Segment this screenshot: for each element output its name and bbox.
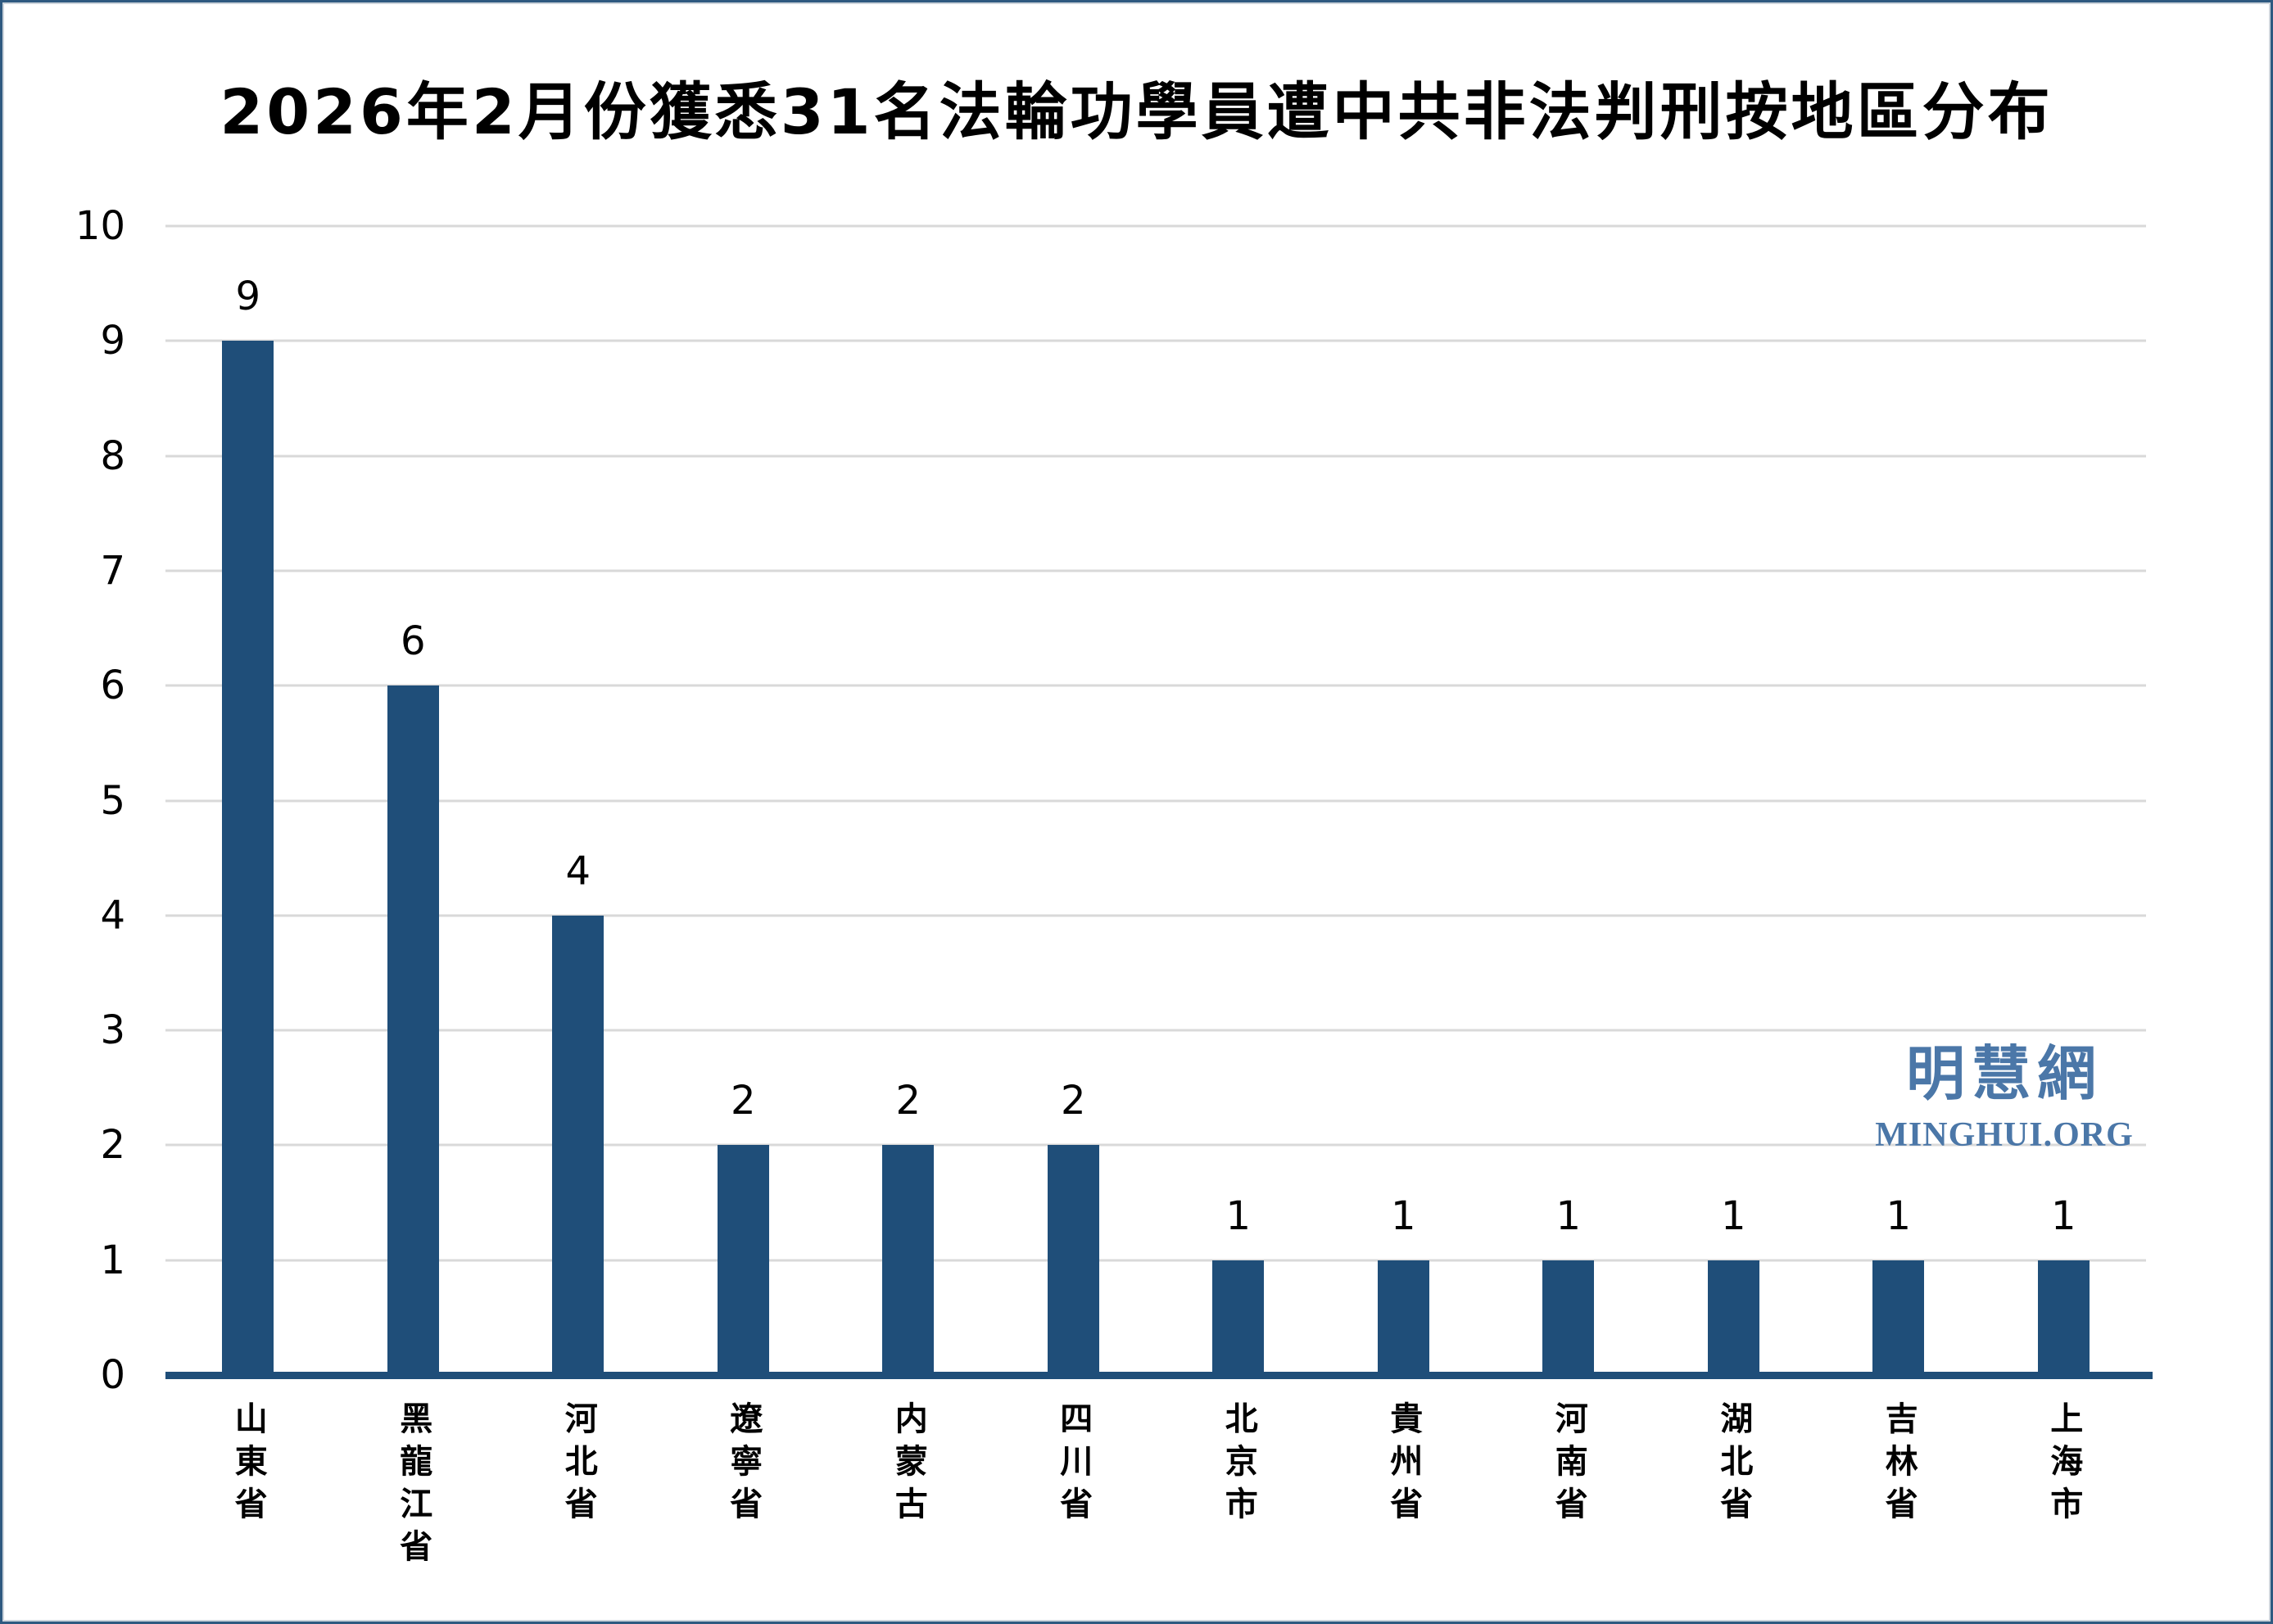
- x-category-cell: 河南省: [1486, 1401, 1651, 1572]
- x-category-label-黑龍江省: 黑龍江省: [394, 1401, 432, 1572]
- gridline-y-10: [165, 224, 2146, 228]
- bar-value-label: 1: [1390, 1192, 1416, 1239]
- y-tick-label-0: 0: [100, 1352, 125, 1398]
- chart-title: 2026年2月份獲悉31名法輪功學員遭中共非法判刑按地區分布: [220, 75, 2053, 148]
- x-category-label-内蒙古: 内蒙古: [889, 1401, 927, 1529]
- bar-value-label: 6: [400, 618, 426, 665]
- y-tick-label-2: 2: [100, 1122, 125, 1169]
- y-tick-label-6: 6: [100, 663, 125, 709]
- x-category-label-四川省: 四川省: [1054, 1401, 1093, 1529]
- bar: [387, 685, 439, 1375]
- x-category-cell: 上海市: [1981, 1401, 2147, 1572]
- x-category-cell: 遼寧省: [661, 1401, 826, 1572]
- x-category-cell: 黑龍江省: [331, 1401, 496, 1572]
- bar: [882, 1145, 935, 1375]
- gridline-y-8: [165, 455, 2146, 458]
- gridline-y-7: [165, 569, 2146, 572]
- bar-column-黑龍江省: 6: [331, 226, 496, 1375]
- x-axis-category-labels: 山東省 黑龍江省 河北省 遼寧省 内蒙古 四川省 北京市 貴州省 河南省 湖北省 吉林省 上海市: [165, 1401, 2146, 1572]
- x-category-label-遼寧省: 遼寧省: [724, 1401, 763, 1529]
- gridlines: [165, 224, 2146, 1375]
- y-tick-label-1: 1: [100, 1237, 125, 1283]
- bar-plot-area: 9 6 4 2 2 2 1 1 1 1 1 1: [165, 226, 2146, 1375]
- bar-column-北京市: 1: [1156, 226, 1321, 1375]
- watermark: 明慧網 MINGHUI.ORG: [1841, 1044, 2168, 1152]
- bar-value-label: 9: [235, 274, 261, 320]
- bar-column-内蒙古: 2: [826, 226, 991, 1375]
- gridline-y-2: [165, 1143, 2146, 1147]
- bar-column-吉林省: 1: [1816, 226, 1981, 1375]
- bar: [552, 915, 604, 1375]
- bar-column-上海市: 1: [1981, 226, 2147, 1375]
- x-category-label-河北省: 河北省: [559, 1401, 597, 1529]
- x-category-cell: 貴州省: [1321, 1401, 1487, 1572]
- bar-value-label: 2: [895, 1078, 921, 1124]
- bar-value-label: 1: [2050, 1192, 2076, 1239]
- bar: [222, 341, 274, 1375]
- bar-value-label: 1: [1720, 1192, 1746, 1239]
- bar-column-湖北省: 1: [1651, 226, 1817, 1375]
- x-category-label-河南省: 河南省: [1549, 1401, 1587, 1529]
- gridline-y-6: [165, 684, 2146, 687]
- bar: [717, 1145, 769, 1375]
- bar: [1707, 1260, 1759, 1375]
- bar: [1872, 1260, 1925, 1375]
- x-category-label-湖北省: 湖北省: [1714, 1401, 1753, 1529]
- bar-value-label: 4: [565, 848, 591, 894]
- bar-column-河南省: 1: [1486, 226, 1651, 1375]
- x-category-cell: 北京市: [1156, 1401, 1321, 1572]
- bar-column-山東省: 9: [165, 226, 331, 1375]
- x-category-cell: 湖北省: [1651, 1401, 1817, 1572]
- bar-column-貴州省: 1: [1321, 226, 1487, 1375]
- y-tick-label-9: 9: [100, 318, 125, 364]
- bar: [1047, 1145, 1099, 1375]
- x-category-label-山東省: 山東省: [229, 1401, 267, 1529]
- bar-column-河北省: 4: [496, 226, 661, 1375]
- x-category-label-吉林省: 吉林省: [1879, 1401, 1918, 1529]
- bar-column-遼寧省: 2: [661, 226, 826, 1375]
- watermark-minghui-chinese: 明慧網: [1905, 1039, 2103, 1108]
- x-category-cell: 河北省: [496, 1401, 661, 1572]
- x-axis-line: [165, 1372, 2153, 1379]
- x-category-label-北京市: 北京市: [1219, 1401, 1257, 1529]
- y-tick-label-3: 3: [100, 1007, 125, 1054]
- x-category-cell: 四川省: [991, 1401, 1157, 1572]
- gridline-y-5: [165, 799, 2146, 802]
- gridline-y-4: [165, 914, 2146, 917]
- x-category-label-貴州省: 貴州省: [1384, 1401, 1423, 1529]
- bar-value-label: 1: [1555, 1192, 1582, 1239]
- bar-value-label: 2: [730, 1078, 756, 1124]
- bar-value-label: 2: [1060, 1078, 1086, 1124]
- gridline-y-3: [165, 1029, 2146, 1032]
- y-tick-label-5: 5: [100, 777, 125, 824]
- bar: [2037, 1260, 2090, 1375]
- y-tick-label-7: 7: [100, 547, 125, 594]
- x-category-label-上海市: 上海市: [2044, 1401, 2083, 1529]
- gridline-y-9: [165, 339, 2146, 342]
- watermark-minghui-url: MINGHUI.ORG: [1875, 1116, 2134, 1154]
- y-tick-label-4: 4: [100, 892, 125, 939]
- bar-value-label: 1: [1225, 1192, 1252, 1239]
- x-category-cell: 吉林省: [1816, 1401, 1981, 1572]
- y-axis-tick-labels: 0 1 2 3 4 5 6 7 8 9 10: [43, 206, 125, 1395]
- bar-value-label: 1: [1886, 1192, 1912, 1239]
- bar: [1542, 1260, 1595, 1375]
- x-category-cell: 山東省: [165, 1401, 331, 1572]
- x-category-cell: 内蒙古: [826, 1401, 991, 1572]
- y-tick-label-8: 8: [100, 432, 125, 479]
- bar-column-四川省: 2: [991, 226, 1157, 1375]
- gridline-y-1: [165, 1259, 2146, 1262]
- bar: [1377, 1260, 1429, 1375]
- y-tick-label-10: 10: [75, 203, 125, 249]
- bar: [1212, 1260, 1265, 1375]
